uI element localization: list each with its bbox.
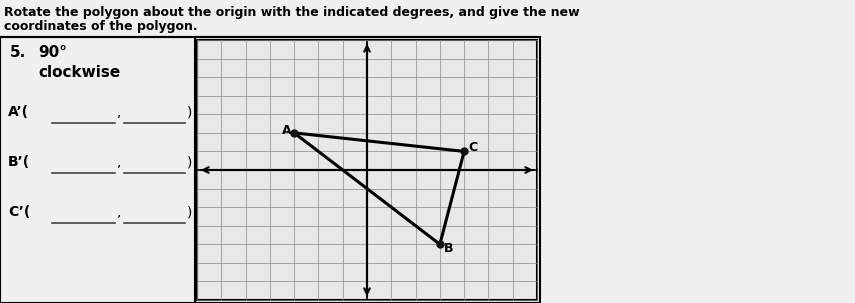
Text: B’(: B’(	[8, 155, 30, 169]
Text: C: C	[469, 141, 477, 154]
Text: Rotate the polygon about the origin with the indicated degrees, and give the new: Rotate the polygon about the origin with…	[4, 6, 580, 19]
Bar	[0, 37, 540, 303]
Bar	[197, 40, 537, 300]
Text: ): )	[187, 205, 192, 219]
Text: 5.: 5.	[10, 45, 27, 60]
Text: coordinates of the polygon.: coordinates of the polygon.	[4, 20, 198, 33]
Text: ,: ,	[117, 105, 121, 119]
Text: clockwise: clockwise	[38, 65, 121, 80]
Text: ,: ,	[117, 155, 121, 169]
Text: C’(: C’(	[8, 205, 30, 219]
Text: B: B	[444, 242, 453, 255]
Text: ,: ,	[117, 205, 121, 219]
Text: ): )	[187, 155, 192, 169]
Text: A: A	[282, 124, 292, 137]
Bar	[197, 40, 537, 300]
Text: ): )	[187, 105, 192, 119]
Text: 90°: 90°	[38, 45, 67, 60]
Text: A’(: A’(	[8, 105, 29, 119]
